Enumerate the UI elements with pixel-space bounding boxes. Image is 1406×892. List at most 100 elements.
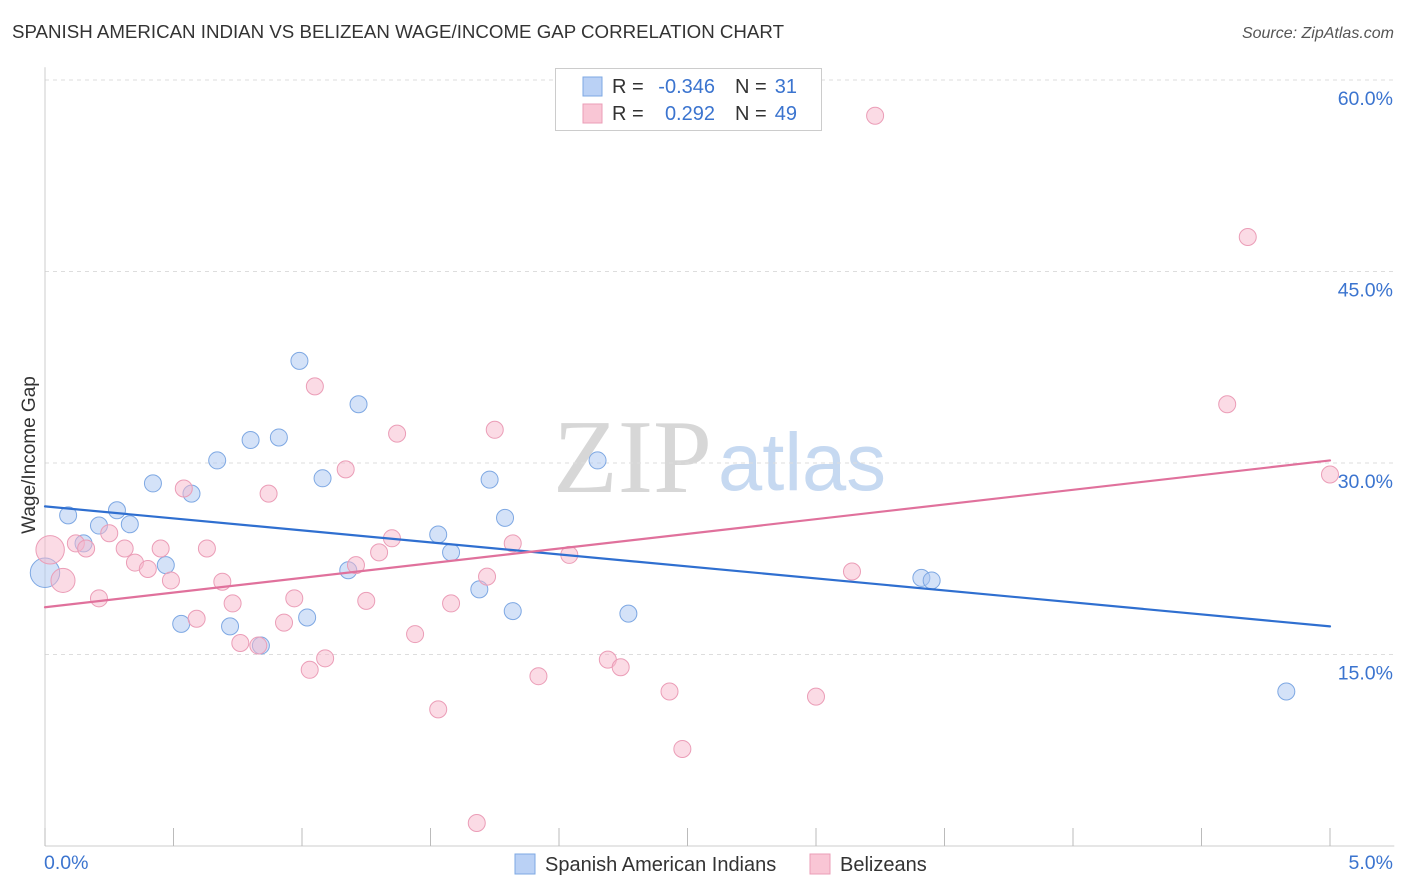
spanish-american-indians-point-8: [156, 556, 175, 575]
spanish-american-indians-point-15: [269, 428, 288, 447]
spanish-american-indians-point-17: [298, 608, 317, 627]
trend-line-belizeans: [43, 459, 1332, 609]
belizeans-point-38: [529, 667, 548, 686]
data-points: [29, 106, 1339, 833]
source-label: Source: ZipAtlas.com: [1242, 25, 1394, 42]
belizeans-point-17: [231, 634, 250, 653]
spanish-american-indians-point-5: [107, 501, 126, 520]
spanish-american-indians-point-7: [143, 474, 162, 493]
belizeans-point-10: [151, 539, 170, 558]
series-belizeans: [35, 106, 1339, 833]
n-value: 31: [775, 76, 797, 98]
spanish-american-indians-point-31: [1277, 682, 1296, 701]
n-value: 49: [775, 103, 797, 125]
y-tick-label-30: 30.0%: [1338, 471, 1393, 493]
legend-swatch-belizeans: [582, 103, 603, 124]
belizeans-point-6: [100, 524, 119, 543]
y-tick-labels: 60.0% 45.0% 30.0% 15.0%: [1338, 88, 1393, 685]
spanish-american-indians-point-6: [120, 515, 139, 534]
spanish-american-indians-point-27: [588, 451, 607, 470]
belizeans-point-16: [223, 594, 242, 613]
belizeans-point-13: [187, 609, 206, 628]
watermark: ZIP atlas: [553, 398, 886, 515]
y-tick-label-60: 60.0%: [1338, 88, 1393, 110]
spanish-american-indians-point-22: [442, 543, 461, 562]
watermark-zip: ZIP: [553, 398, 712, 515]
belizeans-point-42: [660, 682, 679, 701]
r-value: -0.346: [658, 76, 715, 98]
correlation-row-spanish-american-indians: R = -0.346 N = 31: [582, 76, 797, 98]
belizeans-point-27: [357, 591, 376, 610]
belizeans-point-22: [300, 660, 319, 679]
belizeans-point-4: [77, 539, 96, 558]
r-value: 0.292: [665, 103, 715, 125]
belizeans-point-31: [406, 625, 425, 644]
belizeans-point-32: [429, 700, 448, 719]
y-axis-label: Wage/Income Gap: [19, 376, 40, 534]
belizeans-point-5: [89, 589, 108, 608]
legend-swatch-spanish-american-indians: [582, 76, 603, 97]
x-tick-label-min: 0.0%: [44, 852, 88, 874]
belizeans-point-2: [50, 567, 76, 593]
belizeans-point-18: [249, 636, 268, 655]
correlation-legend: R = -0.346 N = 31 R = 0.292 N = 49: [555, 68, 822, 131]
watermark-atlas: atlas: [718, 417, 886, 508]
series-legend: Spanish American Indians Belizeans: [514, 853, 927, 876]
spanish-american-indians-point-13: [241, 431, 260, 450]
belizeans-point-35: [478, 567, 497, 586]
spanish-american-indians-point-24: [480, 470, 499, 489]
chart-title: SPANISH AMERICAN INDIAN VS BELIZEAN WAGE…: [12, 22, 784, 42]
belizeans-point-28: [370, 543, 389, 562]
trend-line-spanish-american-indians: [43, 505, 1332, 628]
belizeans-point-43: [673, 739, 692, 758]
belizeans-point-9: [138, 559, 157, 578]
y-tick-label-45: 45.0%: [1338, 279, 1393, 301]
spanish-american-indians-point-11: [208, 451, 227, 470]
belizeans-point-7: [115, 539, 134, 558]
belizeans-point-20: [275, 613, 294, 632]
legend-swatch-spanish-american-indians: [514, 853, 536, 875]
n-label: N =: [735, 76, 767, 98]
legend-item-spanish-american-indians[interactable]: Spanish American Indians: [514, 853, 776, 876]
legend-swatch-belizeans: [809, 853, 831, 875]
belizeans-point-41: [611, 658, 630, 677]
n-label: N =: [735, 103, 767, 125]
belizeans-point-37: [503, 534, 522, 553]
belizeans-point-25: [336, 460, 355, 479]
spanish-american-indians-point-12: [221, 617, 240, 636]
spanish-american-indians-point-16: [290, 351, 309, 370]
trend-lines: [43, 459, 1332, 628]
correlation-row-belizeans: R = 0.292 N = 49: [582, 103, 797, 125]
spanish-american-indians-point-21: [429, 525, 448, 544]
belizeans-point-19: [259, 484, 278, 503]
spanish-american-indians-point-28: [619, 604, 638, 623]
belizeans-point-30: [388, 424, 407, 443]
belizeans-point-26: [346, 556, 365, 575]
belizeans-point-1: [35, 535, 65, 565]
belizeans-point-11: [161, 571, 180, 590]
belizeans-point-36: [485, 420, 504, 439]
belizeans-point-49: [1321, 465, 1339, 484]
belizeans-point-34: [467, 814, 486, 833]
legend-item-belizeans[interactable]: Belizeans: [809, 853, 927, 876]
belizeans-point-24: [316, 649, 335, 668]
spanish-american-indians-point-2: [59, 506, 78, 525]
spanish-american-indians-point-18: [313, 469, 332, 488]
belizeans-point-44: [807, 687, 825, 706]
spanish-american-indians-point-25: [496, 508, 515, 527]
belizeans-point-45: [842, 562, 861, 581]
spanish-american-indians-point-9: [172, 614, 191, 633]
belizeans-point-33: [442, 594, 461, 613]
r-label: R =: [612, 76, 644, 98]
spanish-american-indians-point-20: [349, 395, 368, 414]
spanish-american-indians-point-30: [922, 571, 941, 590]
belizeans-point-12: [174, 479, 193, 498]
r-label: R =: [612, 103, 644, 125]
legend-label-spanish-american-indians: Spanish American Indians: [545, 854, 776, 876]
belizeans-point-21: [285, 589, 304, 608]
y-tick-label-15: 15.0%: [1338, 662, 1393, 684]
belizeans-point-23: [305, 377, 324, 396]
legend-label-belizeans: Belizeans: [840, 854, 927, 876]
